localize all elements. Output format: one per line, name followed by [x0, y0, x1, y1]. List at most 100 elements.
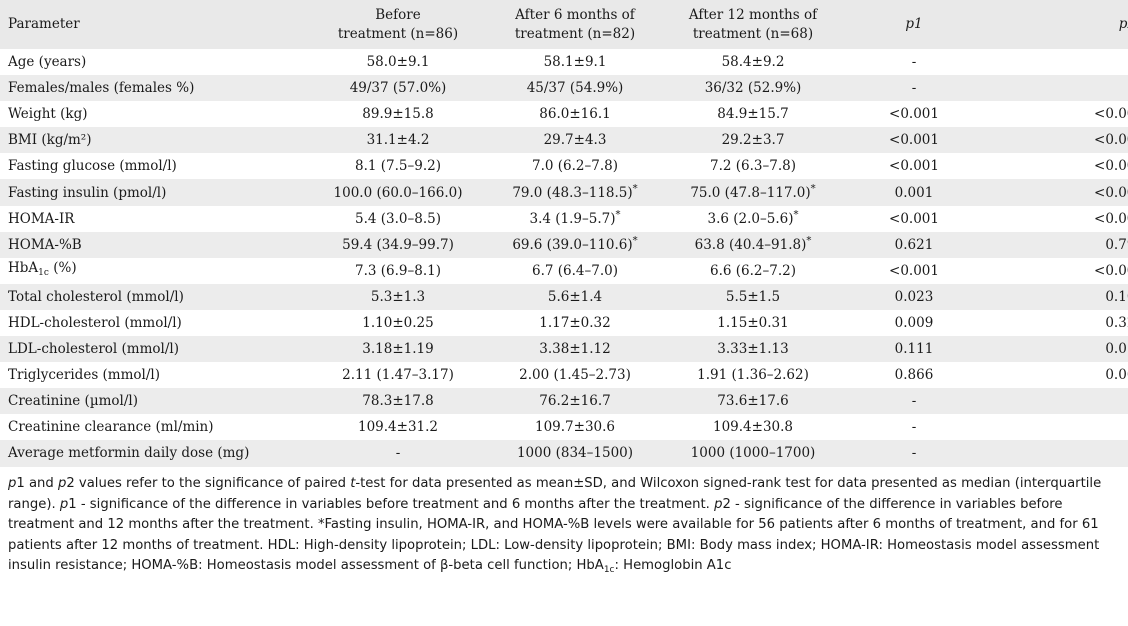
cell-6-months-value: 1.17±0.32: [539, 314, 611, 331]
cell-before: -: [310, 440, 486, 466]
cell-p1: -: [842, 75, 986, 101]
header-parameter: Parameter: [0, 0, 310, 49]
table-row: Age (years) 58.0±9.1 58.1±9.1 58.4±9.2 - -: [0, 49, 1128, 76]
table-body: Age (years)58.0±9.158.1±9.158.4±9.2--Fem…: [0, 49, 1128, 467]
cell-p2: -: [986, 49, 1128, 75]
cell-p1-value: -: [911, 80, 917, 97]
header-p2: p2: [986, 0, 1128, 49]
cell-12-months-value: 75.0 (47.8–117.0): [690, 184, 811, 201]
table-row: BMI (kg/m²) 31.1±4.2 29.7±4.3 29.2±3.7 <0.00…: [0, 127, 1128, 154]
footnote-segment: 1 - significance of the difference in va…: [68, 496, 715, 512]
cell-12-months-value: 5.5±1.5: [725, 288, 781, 305]
cell-p2: 0.106: [986, 284, 1128, 310]
cell-12-months: 5.5±1.5: [664, 284, 842, 310]
cell-p1: -: [842, 49, 986, 75]
cell-before-value: 8.1 (7.5–9.2): [355, 158, 441, 175]
cell-6-months: 1000 (834–1500): [486, 440, 664, 466]
cell-6-months: 76.2±16.7: [486, 388, 664, 414]
cell-6-months-value: 86.0±16.1: [539, 106, 611, 123]
cell-12-months-value: 6.6 (6.2–7.2): [710, 262, 796, 279]
cell-p2: 0.326: [986, 310, 1128, 336]
cell-before: 78.3±17.8: [310, 388, 486, 414]
cell-6-months-value: 1000 (834–1500): [516, 445, 634, 462]
cell-p2: 0.078: [986, 336, 1128, 362]
cell-p1-value: <0.001: [889, 158, 939, 175]
table-row: Triglycerides (mmol/l) 2.11 (1.47–3.17) 2.…: [0, 362, 1128, 389]
footnote-segment: -test for data presented as mean±SD, and…: [8, 476, 1102, 512]
footnote-segment: 2 - significance of the difference in va…: [8, 496, 1100, 574]
cell-p2: 0.069: [986, 362, 1128, 388]
cell-p1-value: 0.111: [894, 341, 934, 358]
cell-p1: <0.001: [842, 258, 986, 284]
cell-before-value: 31.1±4.2: [366, 132, 430, 149]
cell-before-value: 5.3±1.3: [370, 288, 426, 305]
cell-parameter-value: Creatinine clearance (ml/min): [8, 419, 214, 436]
cell-p1-value: 0.001: [894, 184, 934, 201]
footnote-t-symbol: t: [350, 476, 356, 491]
footnote-subscript: 1c: [603, 565, 615, 575]
cell-parameter: BMI (kg/m²): [0, 127, 310, 153]
table-row: Weight (kg) 89.9±15.8 86.0±16.1 84.9±15.7 <0…: [0, 101, 1128, 128]
cell-6-months-value: 58.1±9.1: [543, 54, 607, 71]
cell-12-months: 1000 (1000–1700): [664, 440, 842, 466]
cell-12-months: 73.6±17.6: [664, 388, 842, 414]
cell-parameter: HbA1c (%): [0, 258, 310, 284]
cell-6-months: 2.00 (1.45–2.73): [486, 362, 664, 388]
cell-parameter-value: LDL-cholesterol (mmol/l): [8, 341, 179, 358]
table-header: Parameter Before treatment (n=86) After 6…: [0, 0, 1128, 49]
cell-p2: <0.001: [986, 153, 1128, 179]
cell-12-months-value: 109.4±30.8: [712, 419, 794, 436]
header-parameter-label: Parameter: [8, 16, 80, 32]
cell-6-months-value: 3.38±1.12: [539, 341, 611, 358]
cell-6-months: 29.7±4.3: [486, 127, 664, 153]
cell-before-value: 89.9±15.8: [362, 106, 434, 123]
cell-12-months-value: 3.33±1.13: [717, 341, 789, 358]
cell-before: 1.10±0.25: [310, 310, 486, 336]
footnote-segment: : Hemoglobin A1c: [614, 558, 732, 573]
cell-parameter-value: Weight (kg): [8, 106, 88, 123]
cell-parameter: Age (years): [0, 49, 310, 75]
cell-before-value: 7.3 (6.9–8.1): [355, 262, 441, 279]
cell-parameter-value: Females/males (females %): [8, 80, 195, 97]
cell-12-months-value: 29.2±3.7: [721, 132, 785, 149]
footnote-marker: *: [810, 183, 816, 195]
cell-6-months-value: 7.0 (6.2–7.8): [532, 158, 618, 175]
cell-6-months-value: 3.4 (1.9–5.7): [529, 210, 616, 227]
cell-p2-value: 0.326: [1105, 314, 1128, 331]
cell-before-value: 109.4±31.2: [357, 419, 439, 436]
cell-p2-value: 0.078: [1105, 341, 1128, 358]
parameter-subscript: 1c: [38, 268, 49, 279]
footnote-marker: *: [615, 209, 621, 221]
table-row: Females/males (females %) 49/37 (57.0%) 45…: [0, 75, 1128, 102]
cell-p2-value: 0.069: [1105, 367, 1128, 384]
cell-p2: -: [986, 388, 1128, 414]
cell-parameter-value: BMI (kg/m²): [8, 132, 92, 149]
cell-6-months-value: 29.7±4.3: [543, 132, 607, 149]
table-row: Fasting glucose (mmol/l) 8.1 (7.5–9.2) 7.0…: [0, 153, 1128, 180]
cell-p1-value: <0.001: [889, 262, 939, 279]
cell-12-months-value: 63.8 (40.4–91.8): [694, 236, 807, 253]
cell-12-months-value: 58.4±9.2: [721, 54, 785, 71]
cell-parameter-value: Average metformin daily dose (mg): [8, 445, 250, 462]
cell-before: 8.1 (7.5–9.2): [310, 153, 486, 179]
cell-p1-value: -: [911, 54, 917, 71]
cell-p2: <0.001: [986, 206, 1128, 232]
cell-parameter: HDL-cholesterol (mmol/l): [0, 310, 310, 336]
cell-before: 31.1±4.2: [310, 127, 486, 153]
table-row: Average metformin daily dose (mg) - 1000 (…: [0, 440, 1128, 467]
header-6-months-line2: treatment (n=82): [514, 25, 636, 42]
cell-12-months-value: 1.15±0.31: [717, 314, 789, 331]
cell-p1-value: 0.009: [894, 314, 934, 331]
header-p1-label: p1: [905, 16, 923, 32]
table-row: LDL-cholesterol (mmol/l) 3.18±1.19 3.38±1.…: [0, 336, 1128, 363]
cell-before: 109.4±31.2: [310, 414, 486, 440]
cell-p1: -: [842, 414, 986, 440]
footnote-marker: *: [806, 235, 812, 247]
cell-p2: <0.001: [986, 127, 1128, 153]
cell-12-months: 1.15±0.31: [664, 310, 842, 336]
cell-parameter: HOMA-IR: [0, 206, 310, 232]
cell-before-value: 58.0±9.1: [366, 54, 430, 71]
cell-p1: 0.866: [842, 362, 986, 388]
cell-p2-value: <0.001: [1094, 106, 1128, 123]
cell-p1-value: -: [911, 419, 917, 436]
